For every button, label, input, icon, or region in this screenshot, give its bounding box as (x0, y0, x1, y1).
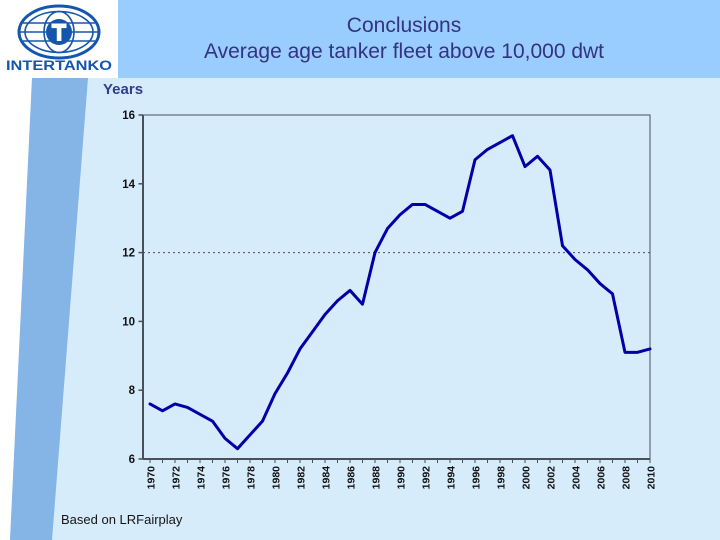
slide-title-line1: Conclusions (346, 14, 462, 37)
svg-text:1990: 1990 (396, 466, 408, 490)
svg-text:8: 8 (129, 385, 136, 397)
svg-text:1988: 1988 (371, 466, 383, 490)
svg-text:1972: 1972 (171, 466, 183, 490)
svg-text:1970: 1970 (146, 466, 158, 490)
svg-text:1984: 1984 (321, 466, 333, 490)
slide-title-band: Conclusions Average age tanker fleet abo… (118, 0, 720, 78)
svg-text:10: 10 (122, 316, 135, 328)
globe-logo-icon: INTERTANKO (6, 4, 112, 73)
svg-text:1976: 1976 (221, 466, 233, 490)
svg-text:1996: 1996 (471, 466, 483, 490)
svg-text:1994: 1994 (446, 466, 458, 490)
slide-title-line2: Average age tanker fleet above 10,000 dw… (203, 40, 605, 63)
intertanko-logo: INTERTANKO (0, 0, 118, 78)
svg-text:6: 6 (129, 454, 135, 466)
svg-text:2002: 2002 (546, 466, 558, 490)
svg-text:14: 14 (122, 179, 135, 191)
y-axis-title: Years (103, 81, 144, 98)
svg-text:16: 16 (122, 110, 135, 122)
svg-text:12: 12 (122, 248, 135, 260)
svg-text:1992: 1992 (421, 466, 433, 490)
logo-wordmark: INTERTANKO (6, 58, 112, 73)
svg-text:2006: 2006 (596, 466, 608, 490)
svg-text:1982: 1982 (296, 466, 308, 490)
svg-text:1974: 1974 (196, 466, 208, 490)
svg-text:2004: 2004 (571, 466, 583, 490)
svg-text:1980: 1980 (271, 466, 283, 490)
svg-text:2000: 2000 (521, 466, 533, 490)
source-note: Based on LRFairplay (61, 512, 183, 527)
svg-text:1998: 1998 (496, 466, 508, 490)
svg-text:1978: 1978 (246, 466, 258, 490)
svg-text:2010: 2010 (646, 466, 658, 490)
svg-text:2008: 2008 (621, 466, 633, 490)
svg-text:1986: 1986 (346, 466, 358, 490)
